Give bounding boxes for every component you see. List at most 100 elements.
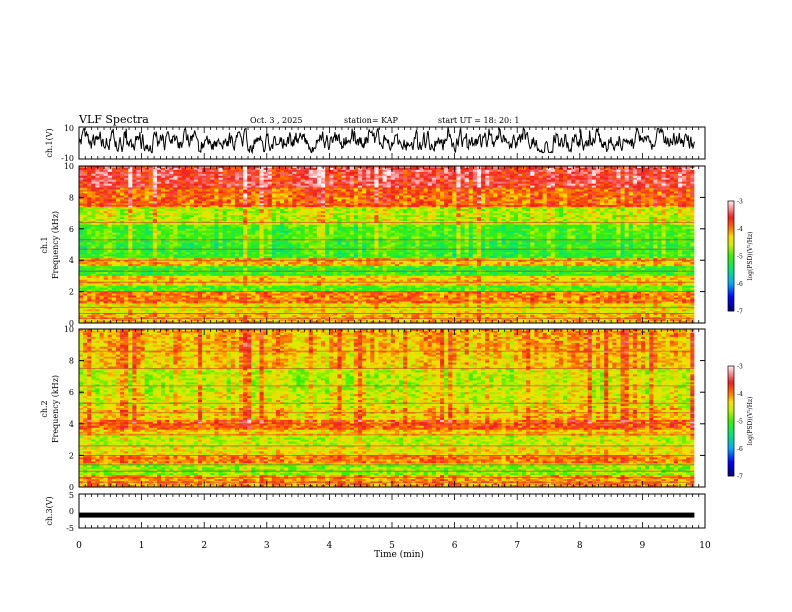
spectrogram-cell — [234, 211, 240, 214]
spectrogram-cell — [374, 211, 379, 214]
spectrogram-cell — [501, 179, 507, 183]
spectrogram-cell — [206, 169, 211, 173]
spectrogram-cell — [423, 177, 429, 181]
spectrogram-cell — [189, 183, 195, 187]
spectrogram-cell — [452, 215, 457, 218]
spectrogram-cell — [378, 203, 383, 206]
spectrogram-cell — [247, 171, 252, 175]
spectrogram-cell — [275, 175, 281, 179]
spectrogram-cell — [403, 195, 408, 198]
spectrogram-cell — [124, 167, 129, 171]
spectrogram-cell — [472, 169, 478, 173]
spectrogram-cell — [423, 189, 429, 192]
spectrogram-cell — [522, 215, 527, 218]
spectrogram-cell — [587, 169, 593, 173]
spectrogram-cell — [247, 179, 252, 183]
spectrogram-cell — [197, 187, 203, 190]
spectrogram-cell — [140, 203, 146, 206]
spectrogram-cell — [427, 199, 433, 202]
spectrogram-cell — [620, 167, 626, 171]
spectrogram-cell — [452, 201, 457, 204]
spectrogram-cell — [275, 193, 281, 196]
spectrogram-cell — [263, 169, 269, 173]
spectrogram-cell — [206, 207, 211, 210]
spectrogram-cell — [238, 177, 244, 181]
spectrogram-cell — [583, 175, 589, 179]
spectrogram-cell — [214, 203, 219, 206]
spectrogram-cell — [563, 185, 568, 188]
spectrogram-cell — [165, 209, 170, 212]
spectrogram-cell — [632, 187, 638, 190]
spectrogram-cell — [124, 201, 129, 204]
spectrogram-cell — [238, 203, 244, 206]
spectrogram-cell — [148, 185, 154, 188]
spectrogram-cell — [337, 195, 342, 198]
spectrogram-cell — [682, 167, 687, 171]
spectrogram-cell — [550, 199, 556, 202]
spectrogram-cell — [210, 217, 215, 220]
spectrogram-cell — [682, 181, 687, 185]
spectrogram-cell — [247, 215, 252, 218]
figure-title: VLF Spectra — [78, 113, 149, 126]
spectrogram-cell — [312, 203, 318, 206]
spectrogram-cell — [423, 207, 429, 210]
spectrogram-cell — [394, 185, 400, 188]
spectrogram-cell — [304, 187, 310, 190]
spectrogram-cell — [185, 201, 191, 204]
spectrogram-cell — [440, 199, 445, 202]
spectrogram-cell — [267, 183, 273, 187]
spectrogram-cell — [575, 195, 580, 198]
spectrogram-cell — [411, 215, 416, 218]
spectrogram-cell — [669, 197, 675, 200]
spectrogram-cell — [177, 197, 182, 200]
spectrogram-cell — [604, 197, 609, 200]
spectrogram-cell — [173, 169, 178, 173]
spectrogram-cell — [616, 177, 621, 181]
spectrogram-cell — [79, 171, 84, 175]
spectrogram-cell — [251, 207, 256, 210]
spectrogram-cell — [538, 193, 543, 196]
spectrogram-cell — [546, 173, 552, 177]
spectrogram-cell — [144, 201, 150, 204]
spectrogram-cell — [111, 169, 117, 173]
spectrogram-cell — [247, 173, 252, 177]
spectrogram-cell — [341, 169, 347, 173]
spectrogram-cell — [378, 211, 383, 214]
spectrogram-cell — [407, 195, 412, 198]
spectrogram-cell — [624, 179, 630, 183]
spectrogram-cell — [83, 217, 88, 220]
spectrogram-cell — [546, 167, 552, 171]
spectrogram-cell — [370, 179, 375, 183]
spectrogram-cell — [645, 203, 650, 206]
spectrogram-cell — [604, 167, 609, 171]
spectrogram-cell — [587, 175, 593, 179]
spectrogram-cell — [238, 209, 244, 212]
spectrogram-cell — [292, 179, 297, 183]
spectrogram-cell — [542, 167, 548, 171]
spectrogram-cell — [193, 166, 199, 169]
spectrogram-cell — [587, 191, 593, 194]
spectrogram-cell — [132, 187, 137, 190]
spectrogram-cell — [653, 166, 658, 169]
spectrogram-cell — [427, 179, 433, 183]
spectrogram-cell — [530, 173, 535, 177]
spectrogram-cell — [427, 169, 433, 173]
spectrogram-cell — [673, 201, 679, 204]
spectrogram-cell — [636, 213, 642, 216]
spectrogram-cell — [419, 197, 424, 200]
spectrogram-cell — [243, 211, 248, 214]
spectrogram-cell — [243, 166, 248, 169]
spectrogram-cell — [214, 207, 219, 210]
spectrogram-cell — [296, 207, 301, 210]
spectrogram-cell — [312, 191, 318, 194]
spectrogram-cell — [501, 211, 507, 214]
spectrogram-cell — [370, 191, 375, 194]
spectrogram-cell — [604, 189, 609, 192]
spectrogram-cell — [595, 205, 601, 208]
spectrogram-cell — [341, 181, 347, 185]
spectrogram-cell — [243, 201, 248, 204]
spectrogram-cell — [255, 215, 260, 218]
spectrogram-cell — [657, 187, 662, 190]
spectrogram-cell — [665, 197, 671, 200]
spectrogram-cell — [197, 181, 203, 185]
